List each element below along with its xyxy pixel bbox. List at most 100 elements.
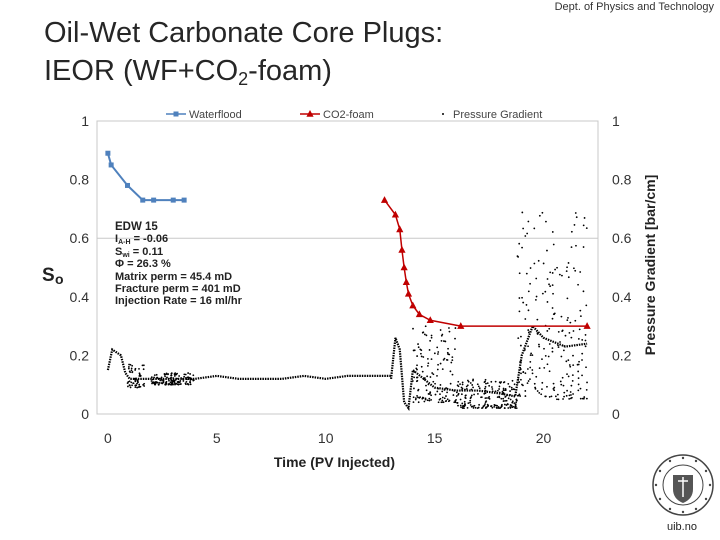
- pressure-gradient-point: [417, 396, 419, 399]
- pressure-gradient-point: [491, 406, 494, 409]
- pressure-gradient-point: [150, 376, 153, 379]
- pressure-gradient-point: [421, 331, 424, 334]
- pressure-gradient-point: [567, 276, 570, 279]
- pressure-gradient-point: [531, 354, 534, 357]
- pressure-gradient-point: [459, 404, 462, 407]
- pressure-gradient-point: [449, 382, 452, 385]
- pressure-gradient-point: [511, 400, 514, 403]
- pressure-gradient-point: [494, 380, 497, 383]
- pressure-gradient-point: [556, 266, 558, 269]
- pressure-gradient-point: [550, 395, 553, 398]
- pressure-gradient-point: [424, 397, 427, 400]
- pressure-gradient-point: [456, 384, 459, 387]
- pressure-gradient-point: [533, 382, 536, 385]
- co2foam-point: [583, 322, 591, 329]
- pressure-gradient-point: [142, 368, 145, 371]
- pressure-gradient-point: [534, 386, 537, 389]
- pressure-gradient-point: [454, 348, 456, 351]
- pressure-gradient-point: [571, 374, 574, 377]
- pressure-gradient-point: [477, 393, 479, 395]
- pressure-gradient-point: [164, 383, 167, 385]
- pressure-gradient-point: [546, 301, 549, 303]
- pressure-gradient-point: [460, 393, 463, 396]
- pressure-gradient-point: [470, 394, 473, 397]
- pressure-gradient-point: [417, 401, 420, 404]
- waterflood-point: [170, 197, 176, 203]
- pressure-gradient-point: [577, 377, 580, 380]
- y-tick-label: 1: [81, 113, 89, 129]
- pressure-gradient-point: [170, 379, 173, 382]
- site-link[interactable]: uib.no: [667, 521, 697, 533]
- pressure-gradient-point: [541, 211, 544, 214]
- pressure-gradient-point: [412, 401, 415, 403]
- pressure-gradient-point: [158, 382, 161, 384]
- pressure-gradient-point: [457, 380, 460, 383]
- pressure-gradient-point: [552, 292, 554, 295]
- pressure-gradient-point: [505, 399, 508, 402]
- pressure-gradient-point: [583, 217, 586, 219]
- pressure-gradient-point: [187, 376, 190, 379]
- pressure-gradient-point: [509, 390, 511, 392]
- pressure-gradient-point: [556, 393, 559, 396]
- pressure-gradient-point: [502, 381, 505, 384]
- pressure-gradient-point: [509, 406, 512, 408]
- pressure-gradient-point: [551, 284, 554, 287]
- pressure-gradient-point: [582, 224, 585, 227]
- pressure-gradient-point: [488, 384, 491, 387]
- pressure-gradient-point: [465, 387, 468, 390]
- pressure-gradient-point: [430, 336, 433, 339]
- pressure-gradient-point: [189, 373, 191, 375]
- pressure-gradient-point: [493, 405, 496, 408]
- pressure-gradient-point: [527, 329, 530, 331]
- pressure-gradient-point: [548, 370, 551, 373]
- pressure-gradient-point: [583, 396, 586, 398]
- pressure-gradient-point: [157, 383, 160, 386]
- pressure-gradient-point: [585, 366, 587, 369]
- pressure-gradient-point: [470, 405, 473, 408]
- pressure-gradient-point: [511, 401, 514, 404]
- pressure-gradient-point: [414, 398, 417, 401]
- title-line-2-start: IEOR (WF+CO: [44, 55, 239, 87]
- pressure-gradient-point: [541, 381, 544, 384]
- pressure-gradient-point: [416, 394, 418, 397]
- pressure-gradient-point: [524, 395, 527, 397]
- pressure-gradient-point: [472, 407, 475, 409]
- pressure-gradient-point: [443, 357, 446, 360]
- pressure-gradient-point: [183, 375, 186, 378]
- pressure-gradient-point: [484, 387, 486, 390]
- pressure-gradient-point: [564, 334, 567, 337]
- pressure-gradient-point: [518, 242, 521, 245]
- pressure-gradient-point: [567, 317, 569, 319]
- pressure-gradient-point: [502, 400, 505, 402]
- pressure-gradient-point: [462, 404, 464, 407]
- pressure-gradient-point: [521, 211, 524, 214]
- pressure-gradient-point: [426, 399, 429, 402]
- pressure-gradient-point: [127, 385, 129, 388]
- pressure-gradient-point: [423, 400, 426, 403]
- pressure-gradient-point: [154, 383, 156, 386]
- pressure-gradient-point: [128, 384, 131, 387]
- pressure-gradient-point: [517, 337, 520, 339]
- pressure-gradient-point: [472, 405, 474, 408]
- university-seal-icon: [652, 454, 714, 516]
- pressure-gradient-point: [584, 345, 587, 348]
- y2-tick-label: 1: [612, 113, 620, 129]
- pressure-gradient-point: [128, 370, 131, 373]
- pressure-gradient-point: [420, 365, 423, 368]
- pressure-gradient-point: [456, 402, 459, 404]
- pressure-gradient-point: [544, 354, 547, 357]
- pressure-gradient-point: [126, 382, 129, 384]
- co2foam-point: [396, 225, 404, 233]
- pressure-gradient-point: [498, 388, 500, 390]
- pressure-gradient-point: [451, 359, 454, 362]
- pressure-gradient-point: [577, 283, 579, 286]
- pressure-gradient-point: [507, 397, 510, 400]
- pressure-gradient-point: [520, 335, 522, 338]
- pressure-gradient-point: [425, 384, 427, 387]
- annotation-injection-rate: Injection Rate = 16 ml/hr: [115, 295, 242, 308]
- pressure-gradient-point: [162, 381, 165, 384]
- pressure-gradient-point: [131, 371, 134, 374]
- pressure-gradient-point: [542, 262, 545, 265]
- pressure-gradient-point: [554, 395, 557, 398]
- pressure-gradient-point: [436, 368, 439, 371]
